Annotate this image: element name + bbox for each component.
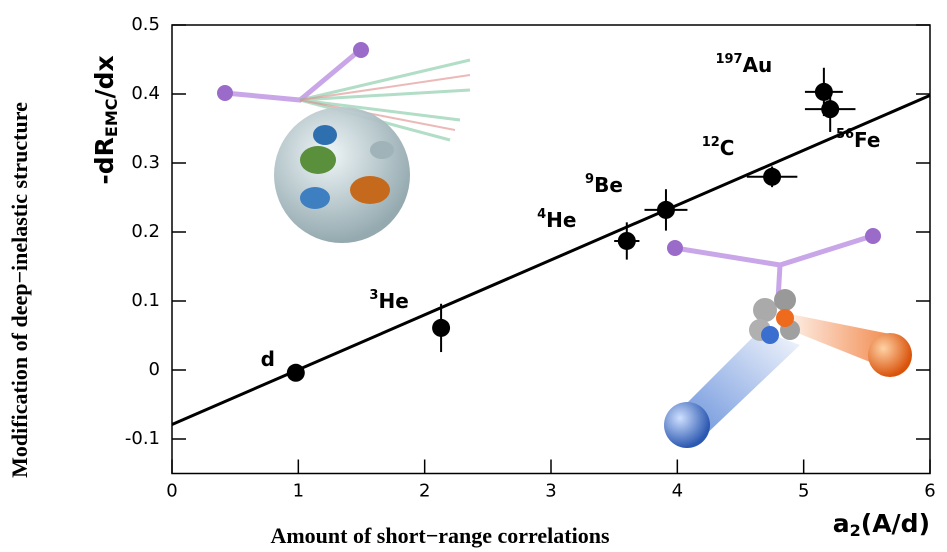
x-tick-label: 2 xyxy=(419,481,430,502)
y2-sub: EMC xyxy=(102,99,121,138)
point-label: 56Fe xyxy=(836,127,881,152)
label-mass: 3 xyxy=(369,287,378,302)
label-symbol: C xyxy=(720,135,735,159)
point-label: d xyxy=(261,346,275,370)
data-point xyxy=(821,100,839,118)
point-label: 4He xyxy=(537,206,576,231)
data-point xyxy=(763,168,781,186)
data-point xyxy=(287,364,305,382)
x2-tail: (A/d) xyxy=(861,509,930,538)
x-tick-label: 3 xyxy=(545,481,556,502)
x-tick-label: 0 xyxy=(166,481,177,502)
y-axis-label-2: -dREMC/dx xyxy=(90,55,121,184)
label-symbol: He xyxy=(546,207,576,231)
label-symbol: Fe xyxy=(854,128,880,152)
y-tick-label: 0.4 xyxy=(131,83,160,104)
y-axis-label: Modification of deep−inelastic structure xyxy=(7,102,32,478)
x-tick-label: 5 xyxy=(798,481,809,502)
x2-main: a xyxy=(833,509,850,538)
label-mass: 197 xyxy=(715,51,742,66)
label-mass: 12 xyxy=(702,134,720,149)
data-point xyxy=(657,201,675,219)
label-mass: 9 xyxy=(585,171,594,186)
label-symbol: Be xyxy=(594,172,623,196)
label-symbol: He xyxy=(378,288,408,312)
y-tick-label: 0 xyxy=(149,359,160,380)
label-symbol: Au xyxy=(743,52,773,76)
x-tick-label: 6 xyxy=(924,481,935,502)
x-axis-label-2: a2(A/d) xyxy=(833,509,930,540)
illustration-right xyxy=(664,228,912,448)
data-point xyxy=(432,319,450,337)
y-tick-label: 0.5 xyxy=(131,14,160,35)
y-tick-label: 0.1 xyxy=(131,290,160,311)
x-tick-label: 1 xyxy=(293,481,304,502)
point-label: 197Au xyxy=(715,51,772,76)
y2-main: -dR xyxy=(90,137,119,185)
x-tick-label: 4 xyxy=(672,481,683,502)
y2-tail: /dx xyxy=(90,55,119,98)
chart: Modification of deep−inelastic structure… xyxy=(0,0,947,552)
point-label: 12C xyxy=(702,134,735,159)
label-symbol: d xyxy=(261,346,275,370)
y-tick-label: -0.1 xyxy=(125,428,160,449)
x-axis-label: Amount of short−range correlations xyxy=(270,523,609,548)
label-mass: 56 xyxy=(836,127,854,142)
x2-sub: 2 xyxy=(850,521,861,540)
point-label: 9Be xyxy=(585,171,623,196)
y-tick-label: 0.2 xyxy=(131,221,160,242)
point-label: 3He xyxy=(369,287,408,312)
data-point xyxy=(618,232,636,250)
illustration-left xyxy=(217,42,470,243)
label-mass: 4 xyxy=(537,206,546,221)
y-tick-label: 0.3 xyxy=(131,152,160,173)
